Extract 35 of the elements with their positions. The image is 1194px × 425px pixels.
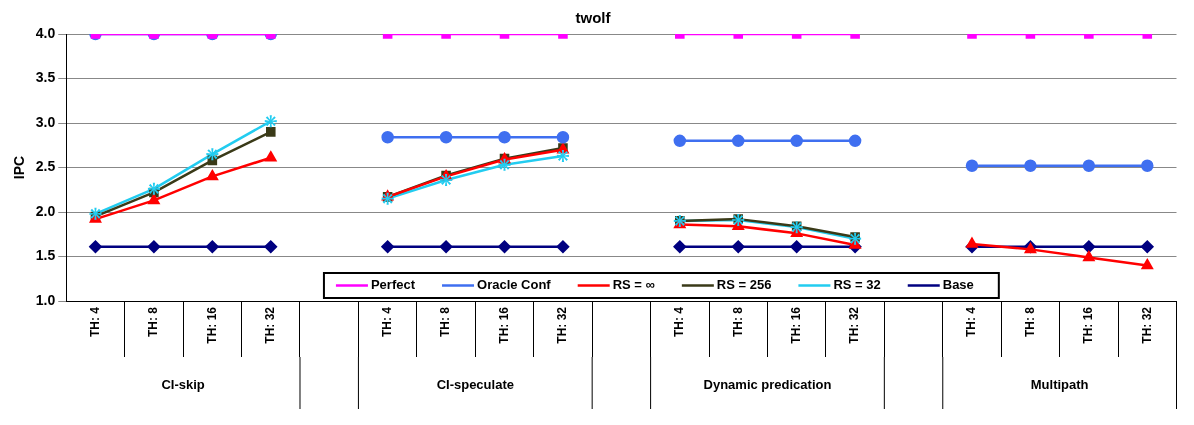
legend-label: RS = ∞ bbox=[612, 277, 655, 293]
x-tick-label: TH: 4 bbox=[379, 306, 394, 337]
text: CI-skip bbox=[161, 376, 205, 392]
x-tick-label: TH: 4 bbox=[672, 306, 687, 337]
y-tick-label: 3.0 bbox=[35, 113, 56, 130]
legend-label: Base bbox=[942, 277, 974, 293]
x-tick-label: TH: 16 bbox=[1081, 306, 1096, 344]
x-tick-label: TH: 32 bbox=[263, 306, 278, 344]
y-tick-label: 1.5 bbox=[35, 247, 56, 264]
text: Dynamic predication bbox=[703, 376, 832, 392]
y-tick-label: 1.0 bbox=[35, 291, 56, 308]
x-tick-label: TH: 32 bbox=[1139, 306, 1154, 344]
x-tick-label: TH: 4 bbox=[87, 306, 102, 337]
x-tick-label: TH: 8 bbox=[730, 306, 745, 337]
x-tick-label: TH: 4 bbox=[964, 306, 979, 337]
x-tick-label: TH: 8 bbox=[438, 306, 453, 337]
x-tick-label: TH: 16 bbox=[204, 306, 219, 344]
x-tick-label: TH: 32 bbox=[847, 306, 862, 344]
legend-label: RS = 256 bbox=[716, 277, 772, 293]
text: CI-speculate bbox=[436, 376, 514, 392]
legend-label: Perfect bbox=[370, 277, 416, 293]
y-tick-label: 4.0 bbox=[35, 24, 56, 41]
y-axis-title: IPC bbox=[11, 155, 28, 180]
x-tick-label: TH: 16 bbox=[788, 306, 803, 344]
y-tick-label: 2.0 bbox=[35, 202, 56, 219]
y-tick-label: 3.5 bbox=[35, 69, 56, 86]
legend-label: RS = 32 bbox=[833, 277, 881, 293]
legend-label: Oracle Conf bbox=[477, 277, 552, 293]
y-tick-label: 2.5 bbox=[35, 158, 56, 175]
x-tick-label: TH: 16 bbox=[496, 306, 511, 344]
text: Multipath bbox=[1030, 376, 1089, 392]
chart-title: twolf bbox=[575, 9, 612, 27]
x-tick-label: TH: 32 bbox=[555, 306, 570, 344]
x-tick-label: TH: 8 bbox=[1022, 306, 1037, 337]
x-tick-label: TH: 8 bbox=[146, 306, 161, 337]
